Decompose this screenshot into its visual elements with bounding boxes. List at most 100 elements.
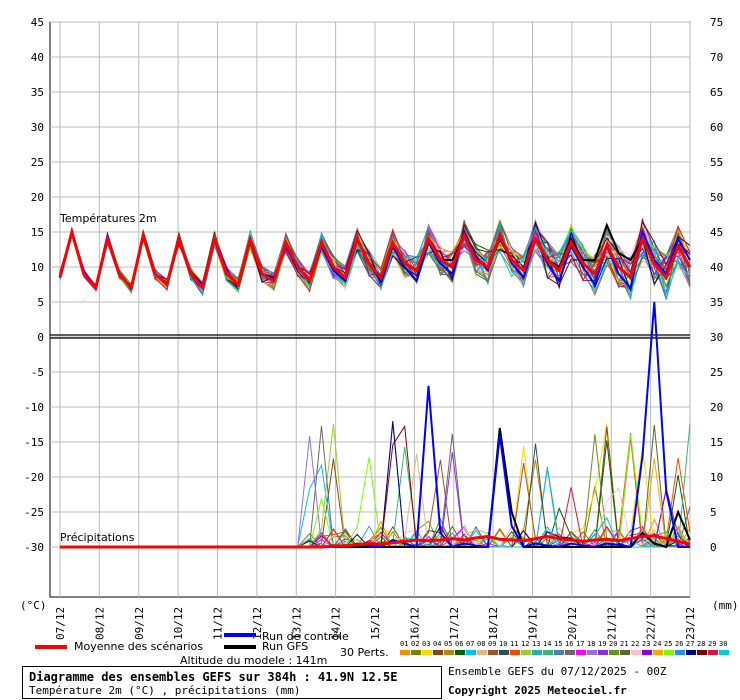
right-tick-label: 65 <box>710 86 723 99</box>
left-tick-label: 45 <box>31 16 44 29</box>
pert-color-chip <box>411 650 421 655</box>
pert-number: 13 <box>532 640 541 648</box>
x-date-label: 11/12 <box>212 607 225 640</box>
left-tick-label: 25 <box>31 156 44 169</box>
mean-precip-line <box>60 534 691 549</box>
x-date-label: 17/12 <box>448 607 461 640</box>
pert-number: 05 <box>444 640 453 648</box>
left-tick-label: -30 <box>24 541 44 554</box>
right-tick-label: 30 <box>710 331 723 344</box>
main-series-lines <box>58 222 692 549</box>
pert-color-chip <box>400 650 410 655</box>
x-date-label: 22/12 <box>645 607 658 640</box>
pert-number: 26 <box>675 640 684 648</box>
right-tick-label: 20 <box>710 401 723 414</box>
pert-color-chip <box>543 650 553 655</box>
left-tick-label: 5 <box>37 296 44 309</box>
x-date-label: 20/12 <box>566 607 579 640</box>
pert-number: 20 <box>609 640 618 648</box>
pert-number: 06 <box>455 640 464 648</box>
x-date-label: 14/12 <box>330 607 343 640</box>
pert-number: 17 <box>576 640 585 648</box>
pert-color-chip <box>499 650 509 655</box>
pert-color-chip <box>444 650 454 655</box>
pert-number: 25 <box>664 640 673 648</box>
pert-number: 01 <box>400 640 409 648</box>
pert-color-chip <box>554 650 564 655</box>
pert-number: 22 <box>631 640 640 648</box>
info-subtitle: Température 2m (°C) , précipitations (mm… <box>29 684 301 697</box>
right-tick-label: 0 <box>710 541 717 554</box>
pert-color-chip <box>466 650 476 655</box>
info-box: Diagramme des ensembles GEFS sur 384h : … <box>22 666 442 699</box>
x-axis-date-labels: 07/12 08/12 09/12 10/12 11/12 12/12 13/12 14/12… <box>54 607 697 640</box>
legend-perts-label: 30 Perts. <box>340 646 389 659</box>
left-axis-unit: (°C) <box>20 599 47 612</box>
pert-number: 19 <box>598 640 607 648</box>
ensemble-text: Ensemble GEFS du 07/12/2025 - 00Z <box>448 665 667 678</box>
pert-color-chip <box>565 650 575 655</box>
pert-number: 24 <box>653 640 662 648</box>
pert-color-chip <box>642 650 652 655</box>
pert-color-chip <box>576 650 586 655</box>
right-tick-label: 75 <box>710 16 723 29</box>
legend-control-swatch <box>224 633 256 637</box>
right-tick-label: 70 <box>710 51 723 64</box>
left-tick-label: 10 <box>31 261 44 274</box>
left-tick-label: -20 <box>24 471 44 484</box>
pert-color-chip <box>587 650 597 655</box>
pert-temp-line-29 <box>59 225 691 294</box>
left-tick-label: -10 <box>24 401 44 414</box>
info-title: Diagramme des ensembles GEFS sur 384h : … <box>29 670 398 684</box>
altitude-text: Altitude du modele : 141m <box>180 654 328 667</box>
plot-frame <box>49 21 691 598</box>
legend-mean-label: Moyenne des scénarios <box>74 640 203 653</box>
chart-grid <box>49 21 691 598</box>
x-date-label: 23/12 <box>684 607 697 640</box>
pert-color-chip <box>521 650 531 655</box>
temperature-label: Températures 2m <box>59 212 157 225</box>
x-date-label: 16/12 <box>408 607 421 640</box>
left-tick-label: 40 <box>31 51 44 64</box>
pert-number: 23 <box>642 640 651 648</box>
x-date-label: 09/12 <box>133 607 146 640</box>
pert-number: 12 <box>521 640 530 648</box>
right-tick-label: 45 <box>710 226 723 239</box>
pert-color-chip <box>675 650 685 655</box>
x-date-label: 07/12 <box>54 607 67 640</box>
legend-control-label: Run de contrôle <box>262 630 349 643</box>
pert-number: 29 <box>708 640 717 648</box>
left-tick-label: -15 <box>24 436 44 449</box>
precip-label: Précipitations <box>60 531 135 544</box>
pert-color-chip <box>609 650 619 655</box>
left-tick-label: 0 <box>37 331 44 344</box>
pert-color-chip <box>664 650 674 655</box>
x-date-label: 19/12 <box>527 607 540 640</box>
x-date-label: 08/12 <box>93 607 106 640</box>
pert-color-chip <box>620 650 630 655</box>
pert-color-chip <box>653 650 663 655</box>
x-date-label: 21/12 <box>605 607 618 640</box>
right-axis-unit: (mm) <box>712 599 739 612</box>
pert-color-chip <box>697 650 707 655</box>
pert-number: 15 <box>554 640 563 648</box>
x-date-label: 12/12 <box>251 607 264 640</box>
pert-number: 07 <box>466 640 475 648</box>
right-tick-label: 40 <box>710 261 723 274</box>
pert-number: 11 <box>510 640 519 648</box>
right-tick-label: 35 <box>710 296 723 309</box>
right-tick-label: 25 <box>710 366 723 379</box>
legend-gfs-label: Run GFS <box>262 640 309 653</box>
right-tick-label: 50 <box>710 191 723 204</box>
pert-color-chip <box>455 650 465 655</box>
right-tick-label: 60 <box>710 121 723 134</box>
pert-color-chip <box>510 650 520 655</box>
left-tick-label: 35 <box>31 86 44 99</box>
pert-color-chip <box>532 650 542 655</box>
right-tick-label: 15 <box>710 436 723 449</box>
mean-temp-line <box>58 226 692 292</box>
pert-number: 30 <box>719 640 728 648</box>
left-tick-label: 30 <box>31 121 44 134</box>
x-date-label: 18/12 <box>487 607 500 640</box>
